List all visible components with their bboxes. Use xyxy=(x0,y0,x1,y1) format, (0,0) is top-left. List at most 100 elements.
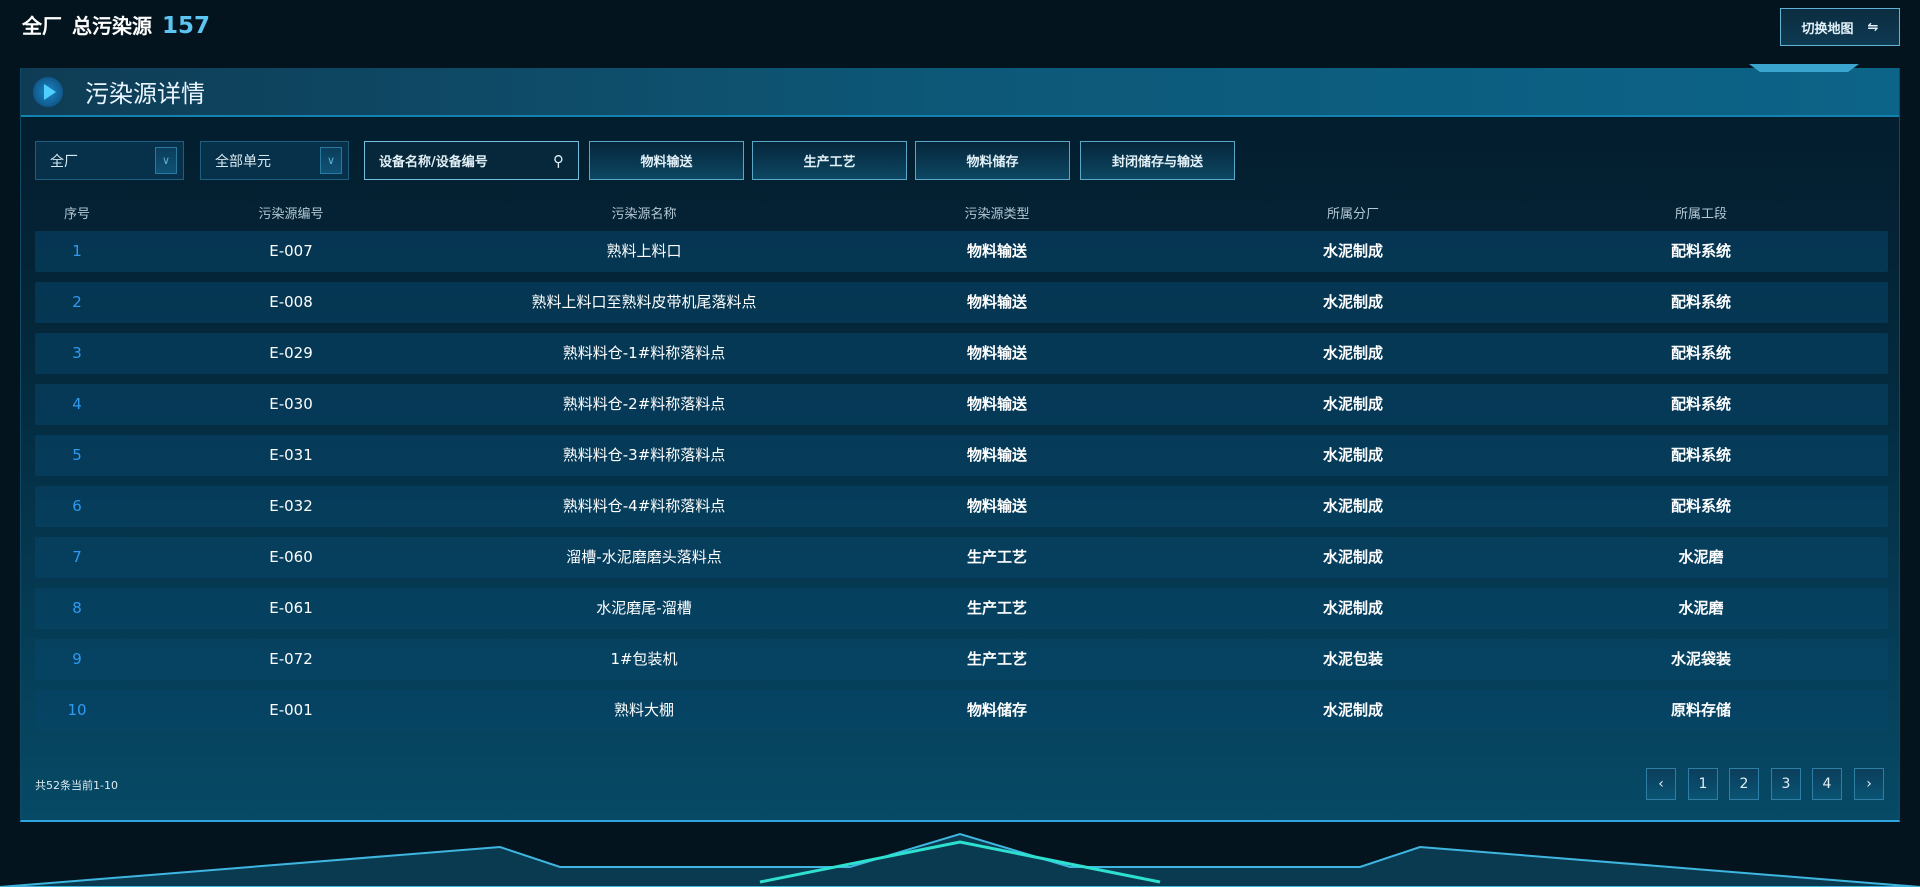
filter-production-process-button[interactable]: 生产工艺 xyxy=(752,141,907,180)
search-icon[interactable]: ⚲ xyxy=(553,151,564,170)
row-type: 物料输送 xyxy=(966,446,1028,464)
filter-closed-storage-button[interactable]: 封闭储存与输送 xyxy=(1080,141,1235,180)
row-code: E-001 xyxy=(269,701,313,719)
table-row[interactable]: 7 E-060 溜槽-水泥磨磨头落料点 生产工艺 水泥制成 水泥磨 xyxy=(35,537,1888,578)
row-index: 4 xyxy=(72,395,82,413)
row-name: 熟料上料口至熟料皮带机尾落料点 xyxy=(531,293,757,311)
row-type: 物料输送 xyxy=(966,293,1028,311)
table-row[interactable]: 6 E-032 熟料料仓-4#料称落料点 物料输送 水泥制成 配料系统 xyxy=(35,486,1888,527)
bottom-frame-decoration xyxy=(0,832,1920,887)
page-4-button[interactable]: 4 xyxy=(1812,768,1842,800)
swap-arrows-icon: ⇋ xyxy=(1867,19,1879,35)
row-section: 配料系统 xyxy=(1670,242,1732,260)
row-plant: 水泥制成 xyxy=(1322,344,1384,362)
table-row[interactable]: 5 E-031 熟料料仓-3#料称落料点 物料输送 水泥制成 配料系统 xyxy=(35,435,1888,476)
table-row[interactable]: 8 E-061 水泥磨尾-溜槽 生产工艺 水泥制成 水泥磨 xyxy=(35,588,1888,629)
search-placeholder: 设备名称/设备编号 xyxy=(379,155,488,170)
row-section: 水泥磨 xyxy=(1678,599,1724,617)
table-row[interactable]: 4 E-030 熟料料仓-2#料称落料点 物料输送 水泥制成 配料系统 xyxy=(35,384,1888,425)
row-index: 10 xyxy=(67,701,87,719)
scope-label: 全厂 xyxy=(22,14,62,38)
play-icon xyxy=(33,76,63,107)
row-code: E-072 xyxy=(269,650,313,668)
col-index: 序号 xyxy=(63,207,91,222)
row-plant: 水泥制成 xyxy=(1322,599,1384,617)
page-1-button[interactable]: 1 xyxy=(1688,768,1718,800)
row-code: E-008 xyxy=(269,293,313,311)
chevron-down-icon[interactable]: ∨ xyxy=(155,147,177,174)
row-section: 配料系统 xyxy=(1670,293,1732,311)
row-section: 配料系统 xyxy=(1670,344,1732,362)
unit-select[interactable]: 全部单元 ∨ xyxy=(200,141,349,180)
total-count: 157 xyxy=(162,13,211,39)
pagination-summary: 共52条当前1-10 xyxy=(35,779,118,792)
plant-select-value: 全厂 xyxy=(50,153,78,170)
row-section: 水泥磨 xyxy=(1678,548,1724,566)
row-name: 熟料料仓-1#料称落料点 xyxy=(562,344,726,362)
filter-material-storage-button[interactable]: 物料储存 xyxy=(915,141,1070,180)
row-plant: 水泥制成 xyxy=(1322,497,1384,515)
row-type: 物料输送 xyxy=(966,395,1028,413)
row-index: 2 xyxy=(72,293,82,311)
next-page-button[interactable]: › xyxy=(1854,768,1884,800)
row-code: E-007 xyxy=(269,242,313,260)
col-type: 污染源类型 xyxy=(964,207,1030,222)
row-plant: 水泥制成 xyxy=(1322,395,1384,413)
header-decoration xyxy=(1749,64,1859,72)
row-name: 熟料料仓-3#料称落料点 xyxy=(562,446,726,464)
unit-select-value: 全部单元 xyxy=(215,153,271,170)
row-name: 熟料料仓-2#料称落料点 xyxy=(562,395,726,413)
row-type: 物料输送 xyxy=(966,344,1028,362)
switch-map-button[interactable]: 切换地图 ⇋ xyxy=(1780,8,1900,46)
row-section: 水泥袋装 xyxy=(1670,650,1732,668)
row-index: 8 xyxy=(72,599,82,617)
col-code: 污染源编号 xyxy=(258,207,324,222)
row-type: 物料输送 xyxy=(966,242,1028,260)
row-name: 熟料大棚 xyxy=(613,701,675,719)
col-plant: 所属分厂 xyxy=(1326,207,1380,222)
row-index: 7 xyxy=(72,548,82,566)
table-row[interactable]: 2 E-008 熟料上料口至熟料皮带机尾落料点 物料输送 水泥制成 配料系统 xyxy=(35,282,1888,323)
table-row[interactable]: 3 E-029 熟料料仓-1#料称落料点 物料输送 水泥制成 配料系统 xyxy=(35,333,1888,374)
table-row[interactable]: 1 E-007 熟料上料口 物料输送 水泥制成 配料系统 xyxy=(35,231,1888,272)
row-code: E-029 xyxy=(269,344,313,362)
col-name: 污染源名称 xyxy=(611,207,677,222)
page-summary: 全厂 总污染源 157 xyxy=(22,10,210,39)
plant-select[interactable]: 全厂 ∨ xyxy=(35,141,184,180)
row-code: E-030 xyxy=(269,395,313,413)
row-section: 配料系统 xyxy=(1670,395,1732,413)
switch-map-label: 切换地图 xyxy=(1801,21,1854,37)
row-index: 6 xyxy=(72,497,82,515)
row-section: 原料存储 xyxy=(1670,701,1732,719)
row-name: 熟料料仓-4#料称落料点 xyxy=(562,497,726,515)
row-section: 配料系统 xyxy=(1670,446,1732,464)
row-type: 生产工艺 xyxy=(966,650,1028,668)
row-plant: 水泥制成 xyxy=(1322,446,1384,464)
table-row[interactable]: 9 E-072 1#包装机 生产工艺 水泥包装 水泥袋装 xyxy=(35,639,1888,680)
page-3-button[interactable]: 3 xyxy=(1771,768,1801,800)
row-plant: 水泥制成 xyxy=(1322,242,1384,260)
row-name: 水泥磨尾-溜槽 xyxy=(596,599,692,617)
row-type: 物料输送 xyxy=(966,497,1028,515)
row-plant: 水泥包装 xyxy=(1322,650,1384,668)
row-code: E-032 xyxy=(269,497,313,515)
row-code: E-060 xyxy=(269,548,313,566)
row-plant: 水泥制成 xyxy=(1322,548,1384,566)
table-row[interactable]: 10 E-001 熟料大棚 物料储存 水泥制成 原料存储 xyxy=(35,690,1888,731)
panel-title: 污染源详情 xyxy=(85,80,205,108)
chevron-down-icon[interactable]: ∨ xyxy=(320,147,342,174)
row-code: E-031 xyxy=(269,446,313,464)
table-header: 序号 污染源编号 污染源名称 污染源类型 所属分厂 所属工段 xyxy=(35,203,1888,223)
search-input[interactable]: 设备名称/设备编号 ⚲ xyxy=(364,141,579,180)
row-name: 熟料上料口 xyxy=(606,242,682,260)
row-name: 1#包装机 xyxy=(610,650,678,668)
row-plant: 水泥制成 xyxy=(1322,293,1384,311)
total-label: 总污染源 xyxy=(72,14,152,38)
row-type: 生产工艺 xyxy=(966,548,1028,566)
page-2-button[interactable]: 2 xyxy=(1729,768,1759,800)
prev-page-button[interactable]: ‹ xyxy=(1646,768,1676,800)
row-index: 3 xyxy=(72,344,82,362)
row-name: 溜槽-水泥磨磨头落料点 xyxy=(566,548,722,566)
row-code: E-061 xyxy=(269,599,313,617)
filter-material-transport-button[interactable]: 物料输送 xyxy=(589,141,744,180)
